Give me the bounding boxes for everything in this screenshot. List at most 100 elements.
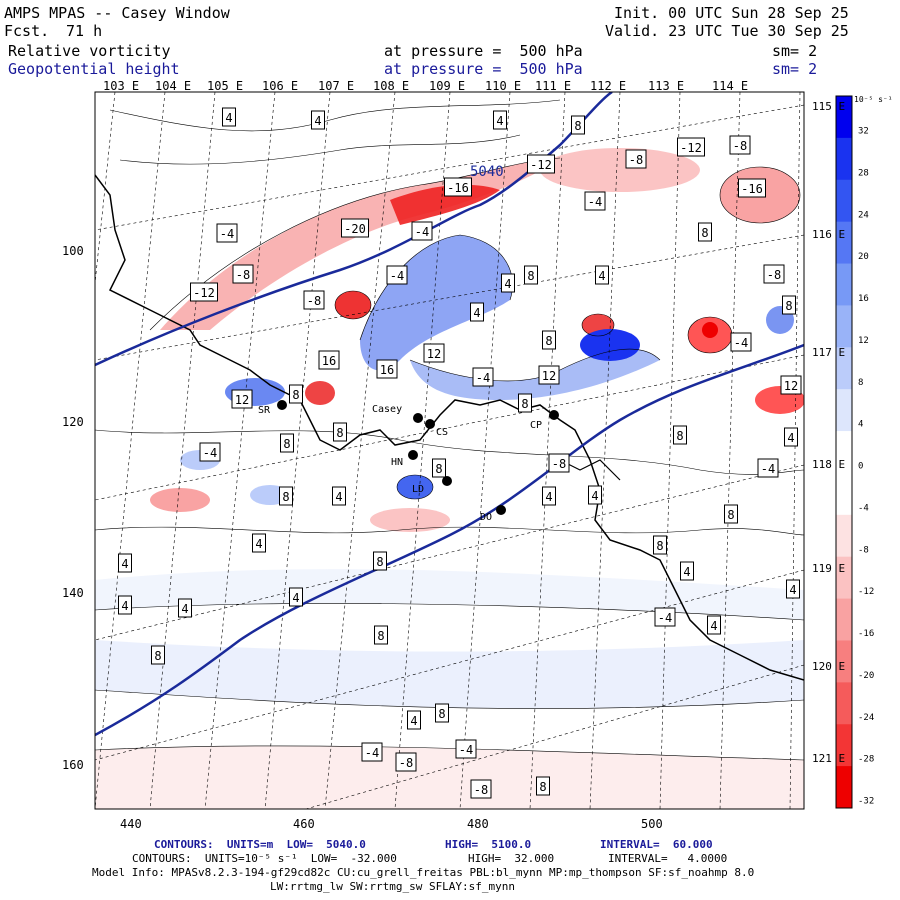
top-longitude-label: 105 E: [207, 79, 243, 93]
vorticity-contour-label: 4: [683, 565, 690, 579]
colorbar-frame: [835, 95, 853, 809]
vorticity-contour-label: -4: [390, 269, 404, 283]
field2-sm: sm= 2: [772, 60, 818, 78]
colorbar-label: 32: [858, 127, 869, 137]
y-tick-label: 140: [62, 586, 84, 600]
station-marker: [496, 505, 506, 515]
vorticity-contour-label: 8: [785, 299, 792, 313]
x-tick-label: 460: [293, 817, 315, 831]
station-label: LD: [412, 484, 424, 495]
vorticity-label-box: [118, 553, 132, 573]
vorticity-contour-label: -4: [203, 446, 217, 460]
footer-vorticity-high: HIGH= 32.000: [468, 852, 555, 865]
coastline: [95, 174, 804, 681]
vorticity-label-box: [455, 739, 477, 759]
colorbar-swatch: [836, 179, 852, 223]
vorticity-label-box: [757, 458, 779, 478]
vorticity-label-box: [472, 367, 494, 387]
vorticity-label-box: [333, 422, 347, 442]
vorticity-contour-label: 4: [335, 490, 342, 504]
colorbar-swatch: [836, 640, 852, 683]
colorbar-label: -12: [858, 587, 874, 597]
vorticity-contour-label: -4: [476, 371, 490, 385]
vorticity-label-box: [318, 350, 340, 370]
vorticity-label-box: [470, 779, 492, 799]
colorbar: 32 28 24 20 16 12 8 4 0 -4 -8 -12 -16 -20 -24 -28 -32 10⁻…: [836, 95, 893, 809]
x-tick-label: 480: [467, 817, 489, 831]
vorticity-contour-label: -8: [733, 139, 747, 153]
station-label: DO: [480, 512, 492, 523]
vorticity-contour-label: 4: [255, 537, 262, 551]
vorticity-contour-label: 16: [380, 363, 394, 377]
colorbar-swatch: [836, 724, 852, 767]
vorticity-contour-label: -8: [236, 268, 250, 282]
vorticity-contour-label: 12: [235, 393, 249, 407]
vorticity-contour-label: 8: [701, 226, 708, 240]
footer-model-info: Model Info: MPASv8.2.3-194-gf29cd82c CU:…: [92, 866, 755, 879]
vorticity-contour-label: -4: [658, 611, 672, 625]
vorticity-contour-label: -4: [459, 743, 473, 757]
vorticity-label-box: [374, 625, 388, 645]
vorticity-label-box: [784, 427, 798, 447]
vorticity-contour-label: 4: [598, 269, 605, 283]
vorticity-contour-label: 4: [181, 602, 188, 616]
station-marker: [425, 419, 435, 429]
vorticity-label-box: [423, 343, 445, 363]
top-longitude-label: 114 E: [712, 79, 748, 93]
x-tick-label: 440: [120, 817, 142, 831]
vorticity-label-box: [571, 115, 585, 135]
y-tick-label: 160: [62, 758, 84, 772]
vorticity-contour-label: 8: [283, 437, 290, 451]
vorticity-label-box: [231, 389, 253, 409]
vorticity-label-box: [588, 485, 602, 505]
vorticity-label-box: [780, 375, 802, 395]
station-markers: [277, 400, 559, 515]
top-longitude-label: 104 E: [155, 79, 191, 93]
vorticity-contour-label: 4: [496, 114, 503, 128]
vorticity-contour-label: -8: [629, 153, 643, 167]
vorticity-label-box: [190, 282, 218, 302]
vorticity-contour-label: 8: [376, 555, 383, 569]
vorticity-label-box: [542, 330, 556, 350]
vorticity-label-box: [625, 149, 647, 169]
colorbar-label: 12: [858, 336, 869, 346]
top-longitude-label: 109 E: [429, 79, 465, 93]
vorticity-contour-label: -4: [220, 227, 234, 241]
colorbar-label: -32: [858, 797, 874, 807]
vorticity-label-box: [548, 453, 570, 473]
vorticity-contour-label: 4: [787, 431, 794, 445]
vorticity-shading: [95, 148, 804, 809]
colorbar-label: -28: [858, 755, 874, 765]
forecast-label: Fcst.: [4, 22, 50, 40]
top-longitude-label: 111 E: [535, 79, 571, 93]
vorticity-contour-label: 4: [292, 591, 299, 605]
colorbar-swatch: [836, 221, 852, 265]
vorticity-contour-label: 8: [438, 707, 445, 721]
station-marker: [442, 476, 452, 486]
vorticity-contour-label: -8: [307, 294, 321, 308]
footer-height-high: HIGH= 5100.0: [445, 838, 532, 851]
vorticity-label-box: [361, 742, 383, 762]
vorticity-contour-label: 8: [521, 397, 528, 411]
field2-name: Geopotential height: [8, 60, 180, 78]
field1-name: Relative vorticity: [8, 42, 171, 60]
vorticity-contour-label: -8: [767, 268, 781, 282]
vorticity-contour-label: 4: [591, 489, 598, 503]
footer-vorticity-units: CONTOURS: UNITS=10⁻⁵ s⁻¹ LOW= -32.000: [132, 852, 397, 865]
vorticity-label-box: [730, 332, 752, 352]
valid-time: Valid. 23 UTC Tue 30 Sep 25: [605, 22, 849, 40]
field1-level: at pressure = 500 hPa: [384, 42, 583, 60]
colorbar-label: 24: [858, 210, 869, 220]
vorticity-label-box: [435, 703, 449, 723]
vorticity-label-box: [118, 595, 132, 615]
vorticity-label-box: [653, 535, 667, 555]
vorticity-contour-label: -16: [741, 182, 763, 196]
colorbar-swatch: [836, 682, 852, 725]
colorbar-label: -8: [858, 545, 869, 555]
y-tick-label: 100: [62, 244, 84, 258]
vorticity-label-box: [232, 264, 254, 284]
vorticity-label-box: [303, 290, 325, 310]
map-title: AMPS MPAS -- Casey Window: [4, 4, 230, 22]
vorticity-contour-label: -12: [530, 158, 552, 172]
colorbar-swatch: [836, 96, 852, 139]
